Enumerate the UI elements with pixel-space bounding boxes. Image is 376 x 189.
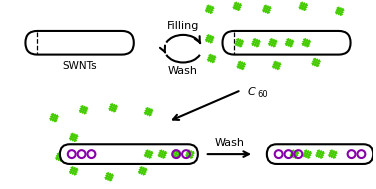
FancyBboxPatch shape [223,31,350,55]
FancyBboxPatch shape [60,144,198,164]
FancyBboxPatch shape [26,31,134,55]
Text: C: C [247,87,255,97]
Text: Wash: Wash [214,138,244,148]
Text: SWNTs: SWNTs [62,61,97,71]
Text: Filling: Filling [167,21,199,31]
Text: 60: 60 [257,91,268,99]
FancyBboxPatch shape [267,144,373,164]
Text: Wash: Wash [168,66,198,76]
